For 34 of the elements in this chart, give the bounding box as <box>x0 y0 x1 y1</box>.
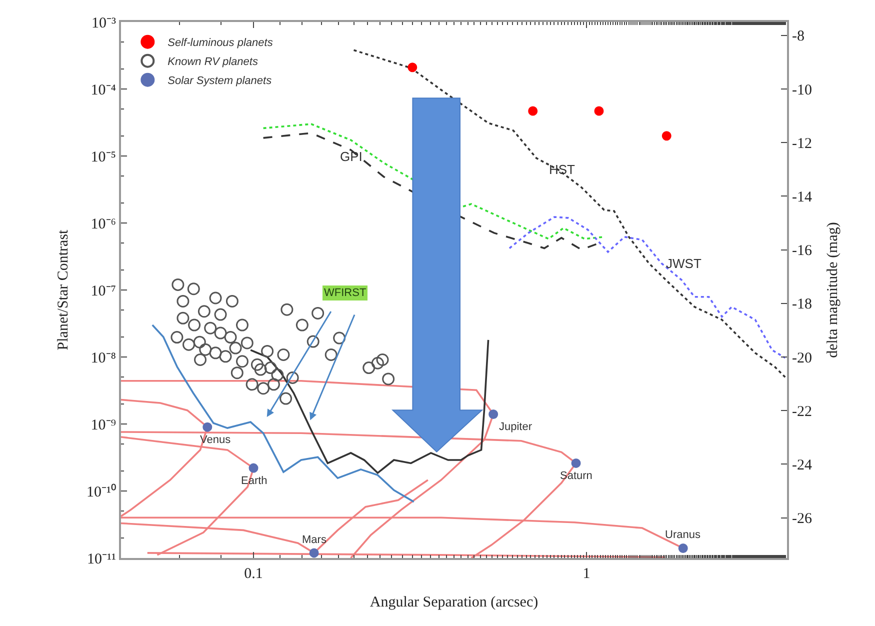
legend-label: Solar System planets <box>168 75 272 88</box>
y2-tick-label: -12 <box>792 136 812 152</box>
y2-tick-label: -16 <box>792 243 812 260</box>
y-tick-label: 10⁻¹¹ <box>87 551 116 568</box>
y2-tick-label: -24 <box>792 457 812 474</box>
y2-tick-label: -20 <box>792 350 812 366</box>
annotation: WFIRST <box>324 287 366 299</box>
legend-label: Self-luminous planets <box>168 37 274 50</box>
y2-tick-label: -26 <box>792 511 812 528</box>
y-tick-label: 10⁻⁵ <box>90 149 116 166</box>
y2-tick-label: -22 <box>792 404 812 420</box>
y2-tick-label: -8 <box>792 28 804 45</box>
y-tick-label: 10⁻⁹ <box>90 417 116 434</box>
annotation: HST <box>549 162 576 177</box>
annotation: Mars <box>302 534 327 546</box>
y2-tick-label: -10 <box>792 82 812 98</box>
x-tick-label: 0.1 <box>244 566 263 582</box>
y-tick-label: 10⁻⁶ <box>90 216 116 232</box>
annotation: GPI <box>340 149 362 164</box>
annotation: JWST <box>666 256 702 271</box>
y-tick-label: 10⁻¹⁰ <box>86 483 116 500</box>
y-tick-label: 10⁻⁴ <box>90 82 116 98</box>
x-axis-title: Angular Separation (arcsec) <box>370 594 538 610</box>
y-tick-label: 10⁻⁸ <box>90 350 116 366</box>
annotation: Uranus <box>665 529 701 541</box>
y2-tick-label: -18 <box>792 296 812 313</box>
y2-axis-title: delta magnitude (mag) <box>824 222 841 358</box>
y-tick-label: 10⁻³ <box>92 15 116 32</box>
y-axis-title: Planet/Star Contrast <box>55 228 72 350</box>
legend-label: Known RV planets <box>168 56 258 68</box>
y-tick-label: 10⁻⁷ <box>90 283 116 300</box>
annotation: Jupiter <box>499 421 532 433</box>
y2-tick-label: -14 <box>792 189 812 206</box>
x-tick-label: 1 <box>582 566 590 582</box>
